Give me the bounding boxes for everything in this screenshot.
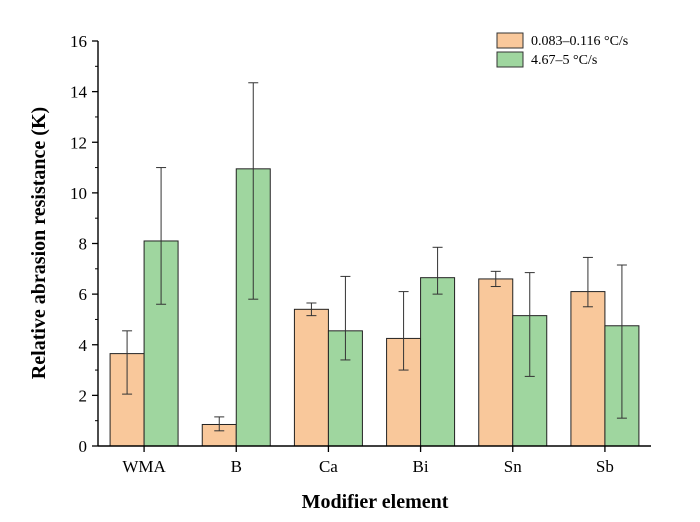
- x-tick-label-wma: WMA: [122, 457, 166, 476]
- legend-swatch-series-2: [496, 51, 524, 68]
- bar-ca-series-1: [293, 308, 329, 447]
- y-ticks-layer: 0 2 4 6 8 10 12 14 16: [70, 32, 98, 456]
- error-bar-sn-series-2: [524, 272, 535, 377]
- bar-sb-series-1: [570, 291, 606, 447]
- bars-layer: [109, 168, 640, 447]
- axes-layer: [97, 41, 651, 447]
- x-axis-title: Modifier element: [302, 491, 449, 513]
- error-bar-b-series-1: [214, 416, 225, 432]
- legend: 0.083–0.116 °C/s 4.67–5 °C/s: [496, 32, 628, 68]
- x-tick-label-ca: Ca: [319, 457, 338, 476]
- y-axis-title: Relative abrasion resistance (K): [28, 107, 50, 379]
- x-tick-label-b: B: [231, 457, 242, 476]
- error-bar-bi-series-1: [398, 291, 409, 371]
- y-tick-label-4: 4: [79, 336, 88, 355]
- error-bar-sb-series-1: [582, 256, 593, 308]
- y-tick-label-12: 12: [70, 133, 87, 152]
- x-tick-label-sn: Sn: [504, 457, 522, 476]
- error-bar-sn-series-1: [490, 270, 501, 288]
- bar-sn-series-1: [478, 278, 514, 447]
- y-tick-label-6: 6: [79, 285, 88, 304]
- y-tick-label-10: 10: [70, 184, 87, 203]
- error-bar-ca-series-1: [306, 302, 317, 317]
- y-tick-label-14: 14: [70, 83, 88, 102]
- y-tick-label-0: 0: [79, 437, 88, 456]
- error-bar-wma-series-1: [122, 330, 133, 395]
- error-bar-bi-series-2: [432, 246, 443, 295]
- y-tick-label-8: 8: [79, 235, 88, 254]
- y-tick-label-2: 2: [79, 386, 88, 405]
- error-bars-layer: [122, 82, 627, 432]
- x-tick-label-sb: Sb: [596, 457, 614, 476]
- x-tick-label-bi: Bi: [413, 457, 429, 476]
- error-bar-ca-series-2: [340, 275, 351, 361]
- bar-bi-series-2: [420, 277, 456, 447]
- legend-label-series-2: 4.67–5 °C/s: [531, 53, 597, 68]
- x-ticks-layer: WMA B Ca Bi Sn Sb: [122, 446, 614, 476]
- error-bar-wma-series-2: [156, 167, 167, 305]
- error-bar-b-series-2: [248, 82, 259, 300]
- legend-label-series-1: 0.083–0.116 °C/s: [531, 34, 628, 49]
- error-bar-sb-series-2: [616, 264, 627, 419]
- legend-swatch-series-1: [496, 32, 524, 49]
- y-tick-label-16: 16: [70, 32, 87, 51]
